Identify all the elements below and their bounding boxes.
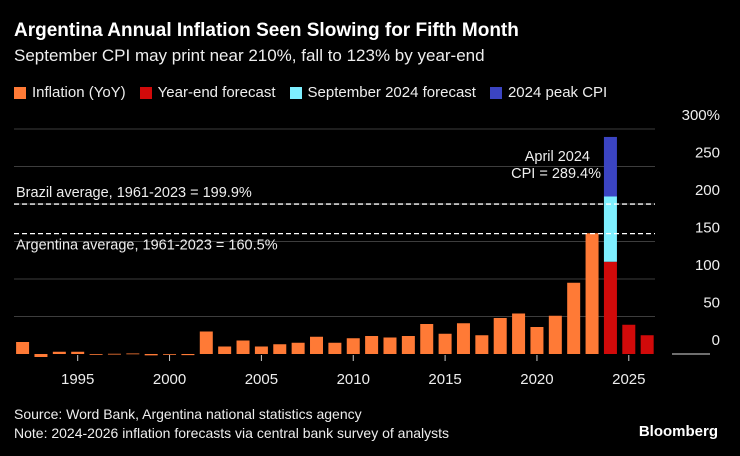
x-tick-label: 2020 [520,371,553,388]
x-tick-label: 2000 [153,371,186,388]
legend-item-inflation: Inflation (YoY) [14,84,126,101]
x-tick-label: 2010 [337,371,370,388]
bar-inflation-2010 [346,338,360,354]
legend-swatch [139,86,152,99]
chart-title: Argentina Annual Inflation Seen Slowing … [14,20,519,41]
y-tick-label: 200 [695,182,720,199]
bar-year-end-forecast-2024 [603,261,617,354]
bar-year-end-forecast-2025 [622,324,636,354]
footnote: Note: 2024-2026 inflation forecasts via … [14,425,450,441]
bar-inflation-2015 [438,333,452,354]
bar-inflation-2001 [181,354,195,356]
bar-inflation-1995 [71,351,85,354]
x-tick-label: 2015 [428,371,461,388]
bar-inflation-2000 [163,354,177,355]
bar-inflation-2011 [365,336,379,354]
bar-inflation-2002 [199,331,213,354]
annotation-line-1: April 2024 [525,149,590,165]
legend-label: Year-end forecast [157,84,276,101]
bar-inflation-1994 [52,351,66,354]
legend-label: 2024 peak CPI [507,84,608,101]
annotation-line-2: CPI = 289.4% [511,166,601,182]
bar-2024-peak-cpi [603,136,617,197]
chart-subtitle: September CPI may print near 210%, fall … [14,46,485,65]
y-tick-label: 100 [695,257,720,274]
bar-inflation-2017 [475,335,489,354]
bar-inflation-2003 [218,346,232,354]
bar-inflation-2009 [328,342,342,354]
bar-inflation-2006 [273,344,287,354]
legend-swatch [14,86,26,99]
bar-inflation-1998 [126,353,140,355]
legend-item-year-end: Year-end forecast [139,84,276,101]
y-tick-label: 0 [712,332,720,349]
bar-inflation-2005 [254,346,268,354]
y-tick-label: 250 [695,145,720,162]
y-tick-label: 50 [703,295,720,312]
bar-inflation-2008 [310,336,324,354]
x-tick-label: 2005 [245,371,278,388]
reference-line-label: Brazil average, 1961-2023 = 199.9% [16,185,252,201]
bloomberg-logo: Bloomberg [638,423,718,440]
legend-swatch [489,86,502,99]
legend-swatch [289,86,302,99]
legend-item-september: September 2024 forecast [289,84,476,101]
bar-inflation-2023 [585,233,599,354]
legend-item-peak: 2024 peak CPI [489,84,608,101]
source-note: Source: Word Bank, Argentina national st… [14,406,362,422]
legend-label: Inflation (YoY) [32,84,126,101]
bar-year-end-forecast-2026 [640,335,654,354]
bar-inflation-1997 [107,353,121,355]
reference-line-label: Argentina average, 1961-2023 = 160.5% [16,238,278,254]
x-tick-label: 2025 [612,371,645,388]
bar-inflation-2016 [456,323,470,354]
bar-inflation-2013 [401,336,415,354]
bar-inflation-1992 [16,342,30,354]
bar-inflation-1999 [144,354,158,356]
bar-inflation-2004 [236,340,250,354]
bar-inflation-2014 [420,324,434,354]
bar-inflation-2018 [493,318,507,354]
y-tick-label: 150 [695,220,720,237]
bar-inflation-2022 [567,282,581,354]
legend: Inflation (YoY) Year-end forecast Septem… [14,84,607,101]
x-tick-label: 1995 [61,371,94,388]
bar-inflation-1996 [89,354,103,355]
legend-label: September 2024 forecast [307,84,476,101]
bar-inflation-2007 [291,342,305,354]
bar-inflation-2019 [512,313,526,354]
bar-inflation-2020 [530,327,544,354]
bar-inflation-1993 [34,354,48,357]
bar-september-2024-forecast [603,196,617,262]
y-tick-label: 300% [682,107,720,124]
bar-inflation-2021 [548,315,562,354]
bar-inflation-2012 [383,337,397,354]
